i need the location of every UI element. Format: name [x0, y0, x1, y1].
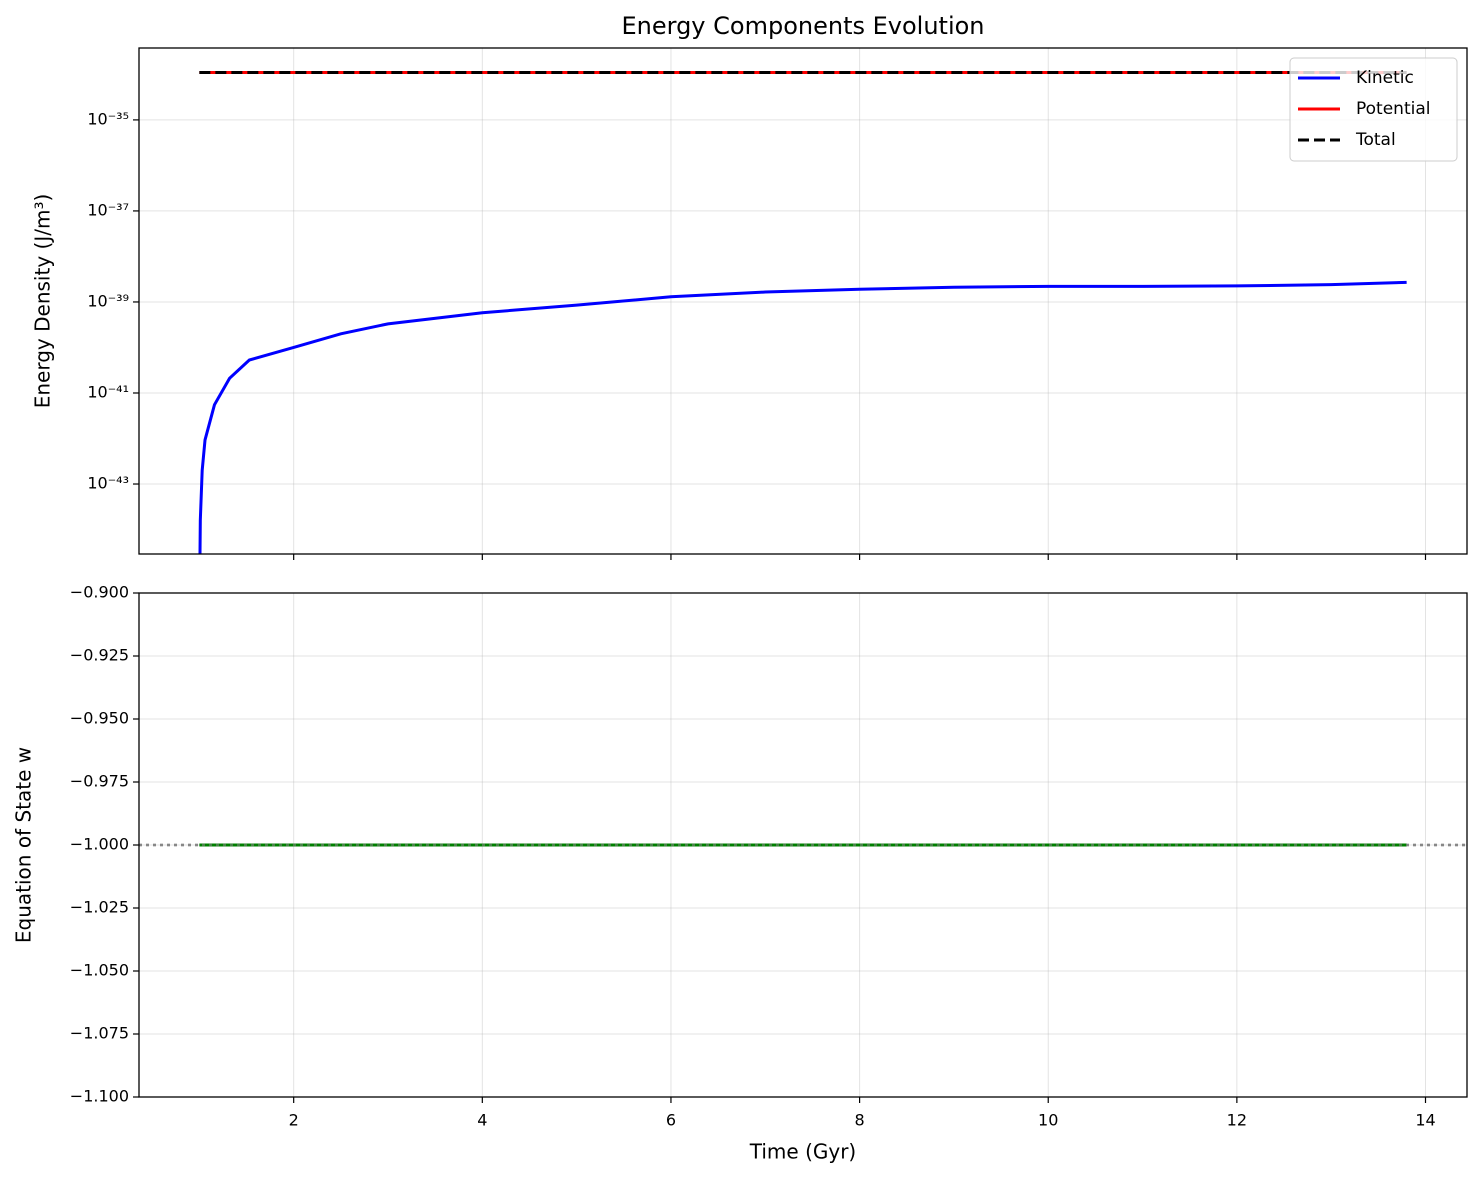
x-tick-label: 10	[1038, 1111, 1058, 1130]
series-line	[198, 280, 1407, 554]
y-tick-label: −0.950	[70, 709, 129, 728]
panel: 10⁻³⁵ 10⁻³⁷ 10⁻³⁹ 10⁻⁴¹ 10⁻⁴³ Energy Componen…	[31, 12, 1468, 560]
y-tick-label: −0.925	[70, 646, 129, 665]
y-tick-label: −1.100	[70, 1087, 129, 1106]
legend-label: Kinetic	[1356, 68, 1414, 88]
x-tick-label: 2	[289, 1111, 299, 1130]
y-tick-label: −1.050	[70, 961, 129, 980]
y-tick-label: −0.900	[70, 583, 129, 602]
y-axis-label: Energy Density (J/m³)	[31, 194, 55, 409]
legend-box	[1289, 57, 1458, 162]
y-tick-label: 10⁻³⁵	[87, 109, 129, 128]
x-tick-label: 6	[666, 1111, 676, 1130]
axes-frame	[138, 592, 1468, 1098]
legend-label: Total	[1355, 130, 1396, 150]
x-tick-label: 12	[1227, 1111, 1247, 1130]
y-tick-label: 10⁻³⁹	[87, 291, 129, 310]
y-tick-label: −1.025	[70, 898, 129, 917]
y-tick-label: 10⁻⁴¹	[87, 382, 129, 401]
x-tick-label: 8	[854, 1111, 864, 1130]
x-axis-label: Time (Gyr)	[749, 1140, 856, 1164]
y-axis-label: Equation of State w	[12, 747, 36, 943]
y-tick-label: −0.975	[70, 772, 129, 791]
y-tick-label: 10⁻³⁷	[87, 200, 129, 219]
chart-title: Energy Components Evolution	[621, 12, 984, 40]
y-tick-label: 10⁻⁴³	[87, 474, 129, 493]
panel: 2 4 6 8 10 12 14 −0.900 −0.925 −0.950 −0.975 −1.000…	[12, 583, 1468, 1164]
axes-frame	[138, 47, 1468, 555]
x-tick-label: 14	[1415, 1111, 1435, 1130]
y-tick-label: −1.075	[70, 1024, 129, 1043]
x-tick-label: 4	[477, 1111, 487, 1130]
y-tick-label: −1.000	[70, 835, 129, 854]
legend-label: Potential	[1356, 99, 1430, 119]
